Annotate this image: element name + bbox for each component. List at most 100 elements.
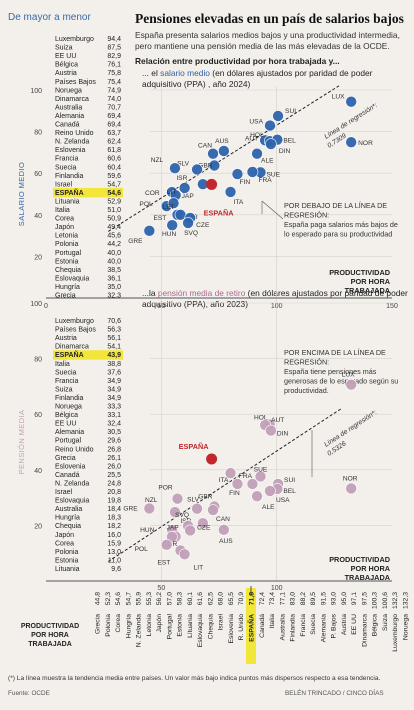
chart1-point-label: FRA <box>258 177 272 184</box>
chart2-rank-country: Suiza <box>55 386 73 393</box>
chart1-point-label: HUN <box>162 231 177 238</box>
chart2-rank-value: 11,0 <box>108 557 121 564</box>
chart2-point-label: POL <box>135 546 149 553</box>
chart1-ytick-label: 80 <box>34 130 42 137</box>
chart1-rank-country: EE UU <box>55 53 76 60</box>
chart1-rank-country: N. Zelanda <box>55 139 89 146</box>
salary-key: salario medio <box>160 68 210 78</box>
chart2-rank-country: Eslovenia <box>55 463 85 470</box>
chart2-point-label: USA <box>276 497 290 504</box>
chart2-point-label: HUN <box>140 527 155 534</box>
chart1-rank-value: 45,6 <box>107 233 121 240</box>
chart3-rank-country: Eslovenia <box>228 614 235 644</box>
chart1-rank-country: Noruega <box>55 87 82 94</box>
chart1-rank-country: Suiza <box>55 45 73 52</box>
chart1-rank-value: 82,9 <box>107 53 121 60</box>
chart1-rank-value: 35,0 <box>107 284 121 291</box>
chart2-spain-point <box>206 453 218 465</box>
chart1-rank-country: Portugal <box>55 250 82 257</box>
chart1-point-label: LIT <box>167 189 177 196</box>
chart2-data-point <box>254 470 267 483</box>
chart2-rank-value: 37,6 <box>107 369 121 376</box>
chart1-annotation-heading: REGRESIÓN: <box>284 211 329 220</box>
chart2-data-point <box>171 492 184 505</box>
chart3-rank-country: Canadá <box>259 614 266 638</box>
chart3-rank-value: 89,5 <box>310 592 317 605</box>
chart2-rank-country: Grecia <box>55 455 76 462</box>
chart1-rank-value: 75,8 <box>107 70 121 77</box>
chart2-trend-line <box>108 408 342 562</box>
chart2-point-label: SVQ <box>175 512 189 519</box>
chart3-rank-value: 132,3 <box>392 592 399 609</box>
chart2-annotation-text: España tiene pensiones más <box>284 367 377 376</box>
chart2-ytick-label: 40 <box>34 468 42 475</box>
chart1-rank-value: 74,0 <box>107 96 121 103</box>
chart1-rank-country: Dinamarca <box>55 96 89 103</box>
chart1-data-point <box>191 163 203 176</box>
chart2-data-point <box>160 539 173 551</box>
chart2-rank-value: 56,3 <box>107 327 121 334</box>
chart2-rank-value: 24,8 <box>107 480 121 487</box>
chart3-rank-country: Dinamarca <box>361 614 368 647</box>
chart3-rank-value: 55,3 <box>146 592 153 605</box>
chart2-rank-country: Australia <box>55 506 82 513</box>
chart3-rank-country: Suiza <box>382 614 389 631</box>
chart1-rank-value: 87,5 <box>107 45 121 52</box>
chart2-rank-country: N. Zelanda <box>55 480 89 487</box>
chart3-xtick-label: 50 <box>157 585 165 592</box>
chart2-annotation-text: generosas de lo esperado según su <box>284 377 398 386</box>
chart1-rank-value: 70,7 <box>107 104 121 111</box>
chart1-spain-point <box>206 178 218 190</box>
chart1-point-label: SVQ <box>184 230 198 237</box>
chart2-rank-country: Corea <box>55 540 74 547</box>
chart2-data-point <box>265 424 277 437</box>
chart2-annotation-text: productividad. <box>284 386 329 395</box>
chart2-rank-country: Luxemburgo <box>55 318 94 325</box>
chart1-point-label: COR <box>145 190 160 197</box>
pension-key: pensión media de retiro <box>157 288 246 298</box>
chart1-rank-value: 60,4 <box>107 164 121 171</box>
chart1-point-label: LUX <box>332 94 345 101</box>
chart1-data-point <box>264 119 276 132</box>
chart2-rank-country: Italia <box>55 361 70 368</box>
chart2-spain-label: ESPAÑA <box>179 442 210 451</box>
chart3-rank-value: 93,0 <box>331 592 338 605</box>
chart1-point-label: AUS <box>215 138 229 145</box>
chart2-data-point <box>178 548 191 561</box>
chart3-rank-country: Suecia <box>310 614 317 635</box>
chart2-rank-value: 18,4 <box>107 506 121 513</box>
chart2-rank-value: 16,0 <box>107 532 121 539</box>
pension-question: ...la pensión media de retiro (en dólare… <box>142 288 410 309</box>
chart2-rank-value: 26,8 <box>107 446 121 453</box>
chart1-rank-country: Hungría <box>55 284 80 291</box>
chart1-point-label: LET <box>163 204 175 211</box>
chart2-rank-highlight <box>53 350 123 360</box>
chart2-rank-value: 13,0 <box>107 549 121 556</box>
chart1-point-label: USA <box>249 119 263 126</box>
chart2-point-label: CAN <box>216 516 230 523</box>
chart2-rank-country: Francia <box>55 378 78 385</box>
chart1-point-label: GBR <box>198 163 213 170</box>
chart1-point-label: ALE <box>261 158 274 165</box>
chart2-point-label: SUE <box>254 466 268 473</box>
chart2-point-label: DIN <box>277 431 289 438</box>
chart3-rank-country: Corea <box>115 614 122 633</box>
chart2-rank-value: 30,5 <box>107 429 121 436</box>
chart2-ytick-label: 80 <box>34 357 42 364</box>
chart3-rank-country: Austria <box>341 614 348 635</box>
chart2-rank-country: Israel <box>55 489 73 496</box>
chart1-data-point <box>231 168 244 180</box>
chart1-data-point <box>345 136 357 149</box>
chart2-rank-value: 33,3 <box>107 404 121 411</box>
chart1-rank-country: Países Bajos <box>55 79 96 86</box>
chart1-data-point <box>207 147 219 160</box>
chart1-rank-country: Corea <box>55 216 74 223</box>
question-heading: Relación entre productividad por hora tr… <box>135 56 340 66</box>
chart1-rank-country: Italia <box>55 207 70 214</box>
chart3-rank-country: Hungría <box>125 614 132 638</box>
chart3-rank-country: Chequia <box>207 614 214 640</box>
chart2-xlabel: TRABAJADA <box>345 573 391 582</box>
chart2-point-label: ALE <box>262 504 275 511</box>
chart2-rank-value: 70,6 <box>107 318 121 325</box>
